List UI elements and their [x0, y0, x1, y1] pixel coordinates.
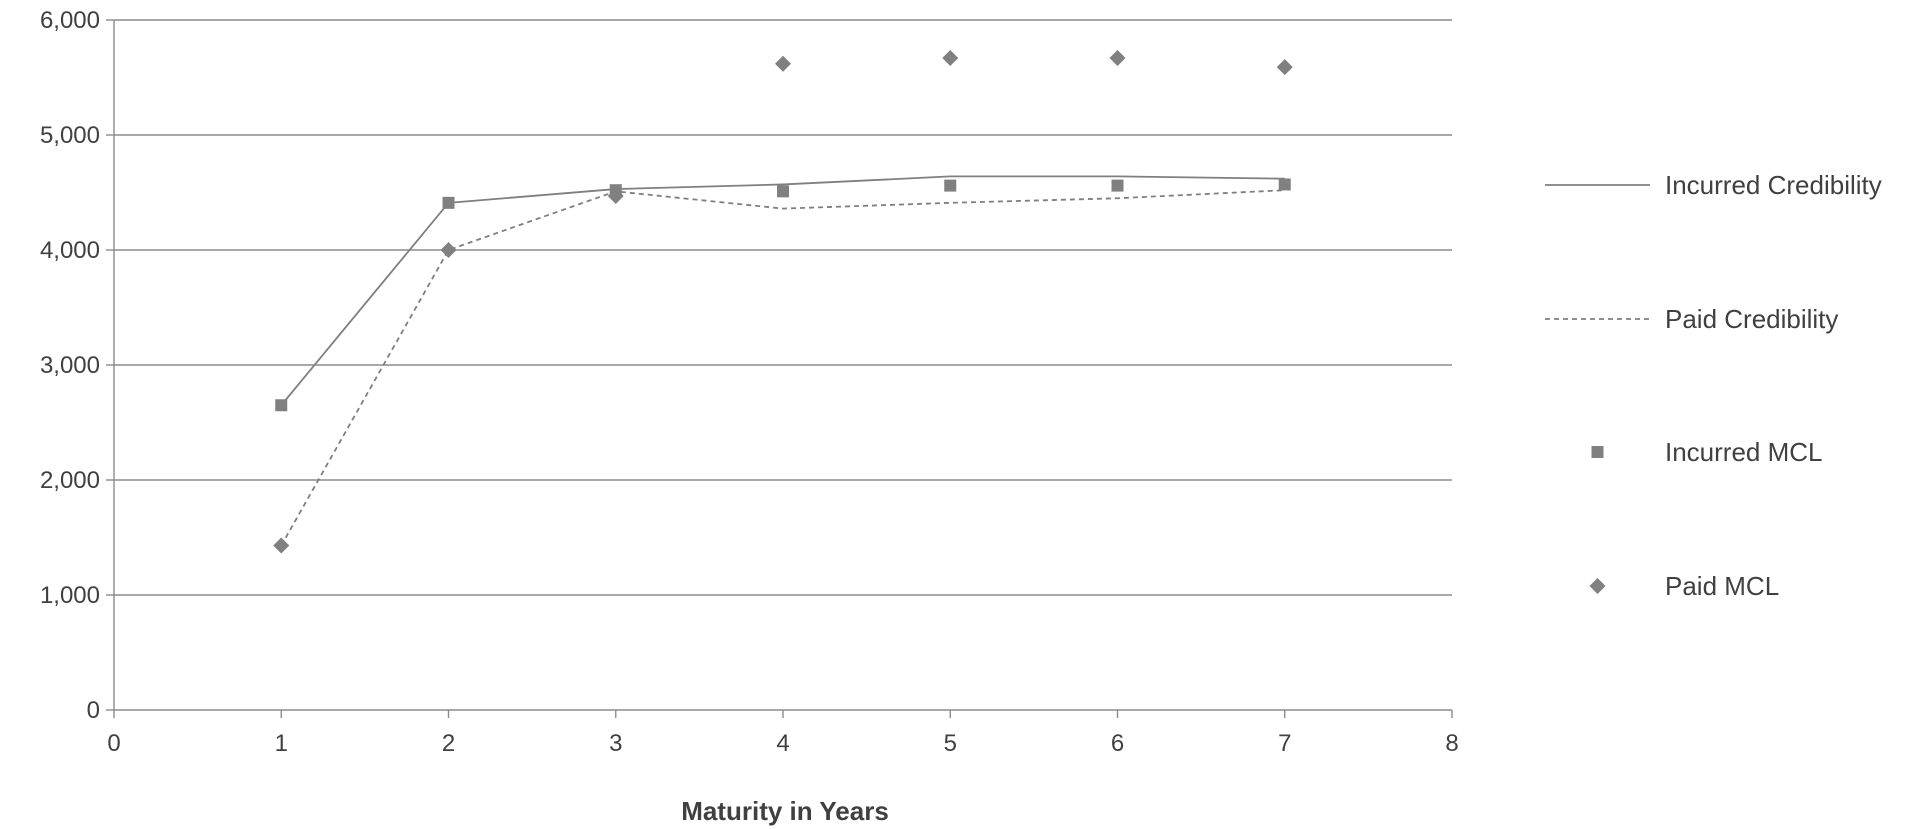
y-tick-label: 5,000: [40, 122, 100, 149]
y-tick-label: 1,000: [40, 582, 100, 609]
legend-label: Paid Credibility: [1665, 304, 1838, 334]
incurred-mcl-point: [442, 196, 455, 209]
gridlines: [114, 19, 1452, 596]
y-tick-label: 3,000: [40, 352, 100, 379]
x-tick-label: 8: [1445, 730, 1458, 757]
plot-area: [273, 49, 1293, 554]
legend: Incurred Credibility Paid Credibility Incu…: [1545, 170, 1882, 601]
incurred-mcl-point: [275, 399, 288, 412]
legend-item-incurred-mcl: Incurred MCL: [1591, 437, 1823, 467]
legend-swatch: [1589, 578, 1606, 594]
paid-mcl-point: [273, 537, 290, 554]
y-tick-labels: 0 1,000 2,000 3,000 4,000 5,000 6,000: [40, 7, 100, 724]
x-tick-label: 0: [107, 730, 120, 757]
legend-label: Incurred MCL: [1665, 437, 1823, 467]
y-tick-label: 6,000: [40, 7, 100, 34]
x-tick-label: 5: [944, 730, 957, 757]
legend-item-incurred-credibility: Incurred Credibility: [1545, 170, 1882, 200]
paid-credibility-line: [280, 189, 1285, 546]
y-tick-label: 4,000: [40, 237, 100, 264]
x-tick-label: 6: [1111, 730, 1124, 757]
paid-mcl-point: [1109, 49, 1126, 66]
series-paid-mcl: [273, 49, 1293, 554]
x-tick-label: 4: [776, 730, 789, 757]
x-tick-label: 2: [442, 730, 455, 757]
y-tick-label: 2,000: [40, 467, 100, 494]
series-paid-credibility: [280, 189, 1285, 546]
paid-mcl-point: [440, 242, 457, 258]
series-incurred-mcl: [275, 178, 1291, 412]
x-tick-label: 3: [609, 730, 622, 757]
incurred-mcl-point: [944, 179, 957, 192]
series-incurred-credibility: [280, 175, 1285, 406]
x-tick-label: 7: [1278, 730, 1291, 757]
paid-mcl-point: [1276, 59, 1293, 76]
incurred-mcl-point: [1278, 178, 1291, 191]
paid-mcl-point: [607, 187, 624, 204]
legend-label: Incurred Credibility: [1665, 170, 1882, 200]
incurred-mcl-point: [777, 185, 789, 198]
paid-mcl-point: [942, 49, 959, 66]
paid-mcl-point: [775, 55, 791, 72]
axes: [106, 19, 1453, 718]
legend-label: Paid MCL: [1665, 571, 1779, 601]
incurred-mcl-point: [1111, 179, 1124, 192]
legend-swatch: [1591, 446, 1604, 458]
legend-item-paid-mcl: Paid MCL: [1589, 571, 1779, 601]
incurred-credibility-line: [280, 175, 1285, 406]
y-tick-label: 0: [87, 697, 100, 724]
x-tick-labels: 0 1 2 3 4 5 6 7 8: [107, 730, 1458, 757]
legend-item-paid-credibility: Paid Credibility: [1545, 304, 1838, 334]
x-axis-title: Maturity in Years: [681, 796, 889, 826]
x-tick-label: 1: [275, 730, 288, 757]
